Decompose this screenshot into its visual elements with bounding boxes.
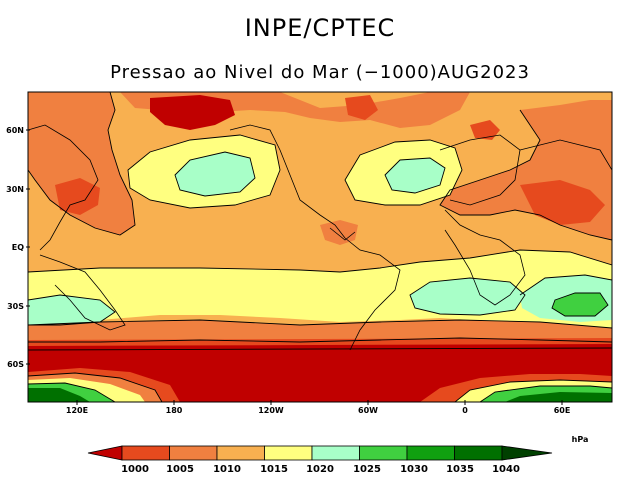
colorbar: hPa 1000 1005 1010 1015 1020 1025 1030 1… xyxy=(87,435,589,475)
colorbar-segment-1035-1040 xyxy=(454,445,503,461)
colorbar-segment-1025-1030 xyxy=(359,445,408,461)
africa-coast xyxy=(444,209,526,306)
colorbar-label-1040: 1040 xyxy=(492,464,520,475)
field-1005-southern-band xyxy=(28,320,612,342)
field-1000-1005-south-asia xyxy=(520,180,605,225)
asia-east-coast xyxy=(28,124,99,251)
colorbar-segment-1000-1005 xyxy=(121,445,170,461)
asia-north xyxy=(519,139,612,171)
south-america-coast xyxy=(344,237,401,351)
north-america-west-coast xyxy=(229,124,346,239)
colorbar-unit: hPa xyxy=(572,435,589,444)
colorbar-segment-1030-1035 xyxy=(406,445,455,461)
field-1000-1005-west-pacific xyxy=(55,178,100,215)
europe-coast xyxy=(439,134,521,206)
y-label-30s: 30S xyxy=(7,302,24,311)
x-label-60e: 60E xyxy=(554,406,571,415)
colorbar-segment-1005-1010 xyxy=(169,445,218,461)
colorbar-label-1015: 1015 xyxy=(260,464,288,475)
colorbar-segment-1010-1015 xyxy=(216,445,265,461)
field-1020-south-pacific-west xyxy=(28,295,115,325)
x-label-180: 180 xyxy=(166,406,183,415)
field-1020-south-indian-ocean xyxy=(410,278,525,315)
field-1005-north-pacific-west xyxy=(28,92,135,235)
y-label-30n: 30N xyxy=(6,185,24,194)
y-label-60n: 60N xyxy=(6,126,24,135)
central-america xyxy=(329,227,356,241)
x-label-120e: 120E xyxy=(66,406,88,415)
field-1020-azores-core xyxy=(385,158,445,193)
field-1000-1005-north-pole xyxy=(345,95,378,120)
colorbar-label-1010: 1010 xyxy=(213,464,241,475)
colorbar-label-1035: 1035 xyxy=(446,464,474,475)
x-label-120w: 120W xyxy=(258,406,284,415)
colorbar-label-1020: 1020 xyxy=(306,464,334,475)
colorbar-label-1025: 1025 xyxy=(353,464,381,475)
coastlines xyxy=(28,124,612,351)
field-1005-central-america xyxy=(320,220,358,245)
pressure-contour-map xyxy=(28,92,612,402)
field-antarctic-1035-east xyxy=(505,392,612,402)
colorbar-label-1000: 1000 xyxy=(121,464,149,475)
colorbar-left-arrow xyxy=(87,445,123,461)
y-label-eq: EQ xyxy=(12,243,24,252)
colorbar-segment-1020-1025 xyxy=(311,445,360,461)
y-label-60s: 60S xyxy=(7,360,24,369)
map-title: INPE/CPTEC xyxy=(244,14,396,42)
colorbar-label-1030: 1030 xyxy=(400,464,428,475)
colorbar-segment-1015-1020 xyxy=(264,445,313,461)
map-subtitle: Pressao ao Nivel do Mar (−1000)AUG2023 xyxy=(110,62,530,83)
colorbar-right-arrow xyxy=(501,445,553,461)
field-1000-1005-iceland xyxy=(470,120,500,140)
x-label-60w: 60W xyxy=(358,406,378,415)
field-antarctic-1035-west xyxy=(28,388,90,402)
field-1020-north-pacific-core xyxy=(175,152,255,196)
isobar-lines xyxy=(28,92,612,402)
field-1000-aleutian xyxy=(150,95,235,130)
colorbar-label-1005: 1005 xyxy=(166,464,194,475)
field-1025-south-indian-core xyxy=(552,293,608,316)
x-label-0: 0 xyxy=(462,406,468,415)
australia-coast xyxy=(39,254,126,331)
y-axis: 60N 30N EQ 30S 60S xyxy=(6,126,30,369)
x-axis: 120E 180 120W 60W 0 60E xyxy=(66,400,570,415)
